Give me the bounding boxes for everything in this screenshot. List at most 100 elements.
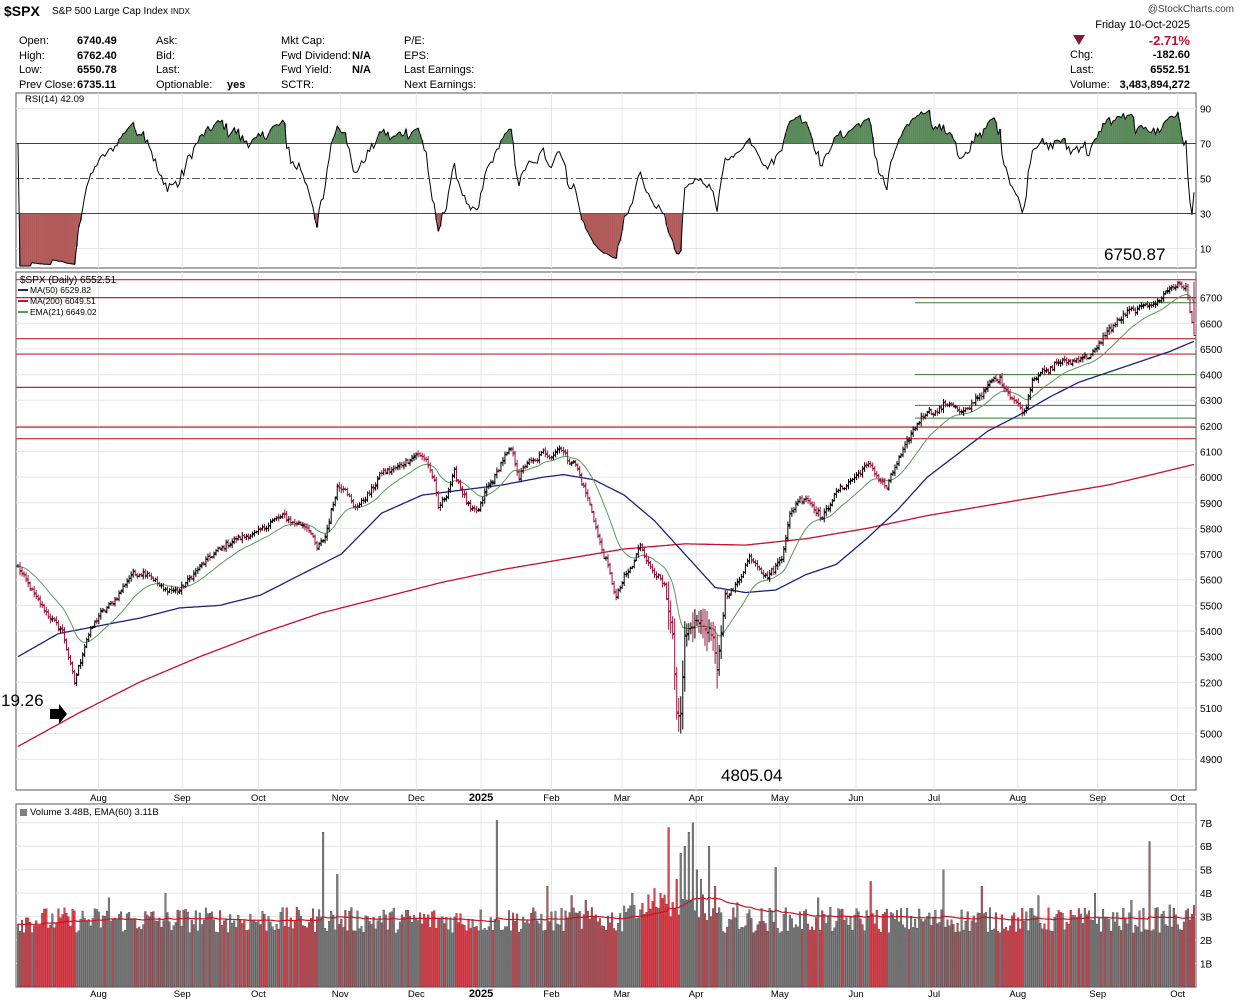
volume-bar — [566, 917, 569, 988]
rsi-overbought-fill — [132, 122, 135, 144]
x-axis-label: Aug — [1009, 793, 1026, 804]
volume-bar — [724, 932, 727, 988]
rsi-oversold-fill — [43, 213, 46, 265]
rsi-overbought-fill — [508, 129, 511, 144]
volume-bar — [132, 919, 135, 988]
rsi-overbought-fill — [746, 140, 749, 144]
volume-bar — [307, 922, 310, 988]
rsi-overbought-fill — [126, 129, 129, 144]
volume-bar — [477, 930, 480, 988]
volume-bar — [388, 912, 391, 988]
volume-bar — [1025, 911, 1028, 988]
volume-bar — [16, 923, 20, 988]
rsi-overbought-fill — [837, 135, 840, 144]
annotation-low: 4805.04 — [721, 766, 782, 785]
rsi-overbought-fill — [847, 131, 850, 144]
volume-bar — [493, 918, 496, 988]
volume-bar — [247, 929, 250, 988]
rsi-overbought-fill — [120, 137, 123, 144]
rsi-overbought-fill — [1093, 139, 1097, 144]
volume-bar — [188, 932, 191, 988]
volume-value: 3,483,894,272 — [1119, 79, 1190, 91]
volume-bar — [1015, 931, 1018, 988]
volume-bar — [588, 918, 591, 988]
date-label: Friday 10-Oct-2025 — [1095, 19, 1190, 31]
rsi-oversold-fill — [592, 213, 596, 244]
volume-bar — [293, 921, 296, 988]
volume-bar — [625, 911, 628, 988]
volume-bar — [1096, 923, 1099, 988]
volume-bar — [425, 918, 428, 988]
rsi-overbought-fill — [1136, 128, 1139, 144]
volume-bar — [239, 919, 242, 988]
volume-bar — [677, 914, 680, 988]
volume-bar — [1013, 912, 1016, 988]
col2-label-2: Last: — [156, 64, 180, 76]
volume-bar — [408, 915, 412, 988]
rsi-oversold-fill — [615, 213, 618, 259]
volume-bar — [730, 919, 733, 988]
volume-bar — [538, 923, 541, 988]
volume-bar — [853, 914, 856, 988]
volume-bar — [1182, 921, 1185, 988]
volume-bar — [819, 929, 822, 988]
rsi-oversold-fill — [437, 213, 440, 231]
volume-bar — [79, 918, 82, 988]
exchange-code: INDX — [170, 7, 190, 16]
volume-bar — [441, 916, 444, 988]
volume-bar — [275, 924, 278, 988]
volume-bar — [619, 913, 622, 988]
rsi-oversold-fill — [584, 213, 587, 229]
volume-bar — [1110, 930, 1113, 988]
volume-bar — [154, 920, 157, 988]
rsi-overbought-fill — [1148, 132, 1151, 144]
rsi-overbought-fill — [390, 137, 394, 144]
rsi-overbought-fill — [1166, 119, 1169, 144]
volume-bar — [192, 924, 195, 988]
volume-bar — [105, 910, 108, 988]
rsi-overbought-fill — [924, 113, 927, 144]
volume-bar — [617, 923, 620, 988]
rsi-overbought-fill — [130, 124, 133, 144]
volume-bar — [708, 846, 711, 988]
col1-label-3: Prev Close: — [19, 78, 76, 91]
volume-bar — [762, 920, 765, 988]
volume-bar — [602, 926, 605, 988]
volume-bar — [663, 894, 666, 988]
volume-bar — [1160, 914, 1163, 988]
volume-bar — [364, 915, 367, 988]
rsi-overbought-fill — [849, 130, 852, 144]
rsi-oversold-fill — [596, 213, 600, 249]
volume-bar — [164, 893, 167, 988]
volume-bar — [41, 912, 44, 988]
volume-bar — [655, 906, 658, 988]
volume-bar — [295, 907, 298, 988]
rsi-overbought-fill — [277, 125, 280, 144]
rsi-oversold-fill — [19, 213, 22, 266]
volume-bar — [554, 910, 557, 988]
volume-bar — [809, 929, 812, 988]
volume-bar — [231, 923, 234, 988]
volume-bar — [999, 932, 1002, 988]
volume-bar — [687, 832, 690, 988]
volume-bar — [1122, 907, 1125, 988]
volume-bar — [439, 918, 442, 988]
rsi-overbought-fill — [1112, 120, 1115, 144]
col4-label-0: P/E: — [404, 35, 425, 47]
rsi-overbought-fill — [1144, 127, 1147, 144]
rsi-oversold-fill — [316, 213, 319, 228]
volume-bar — [354, 930, 357, 988]
rsi-oversold-fill — [667, 213, 670, 233]
rsi-overbought-fill — [920, 111, 923, 144]
volume-bar — [1057, 910, 1060, 988]
x-axis-label: May — [771, 793, 789, 804]
rsi-overbought-fill — [867, 118, 870, 144]
volume-bar — [661, 898, 664, 988]
volume-bar — [738, 929, 741, 988]
rsi-overbought-fill — [990, 119, 994, 144]
volume-bar — [1138, 910, 1141, 988]
volume-bar — [1144, 929, 1147, 988]
rsi-overbought-fill — [198, 136, 202, 144]
rsi-overbought-fill — [1178, 122, 1182, 144]
